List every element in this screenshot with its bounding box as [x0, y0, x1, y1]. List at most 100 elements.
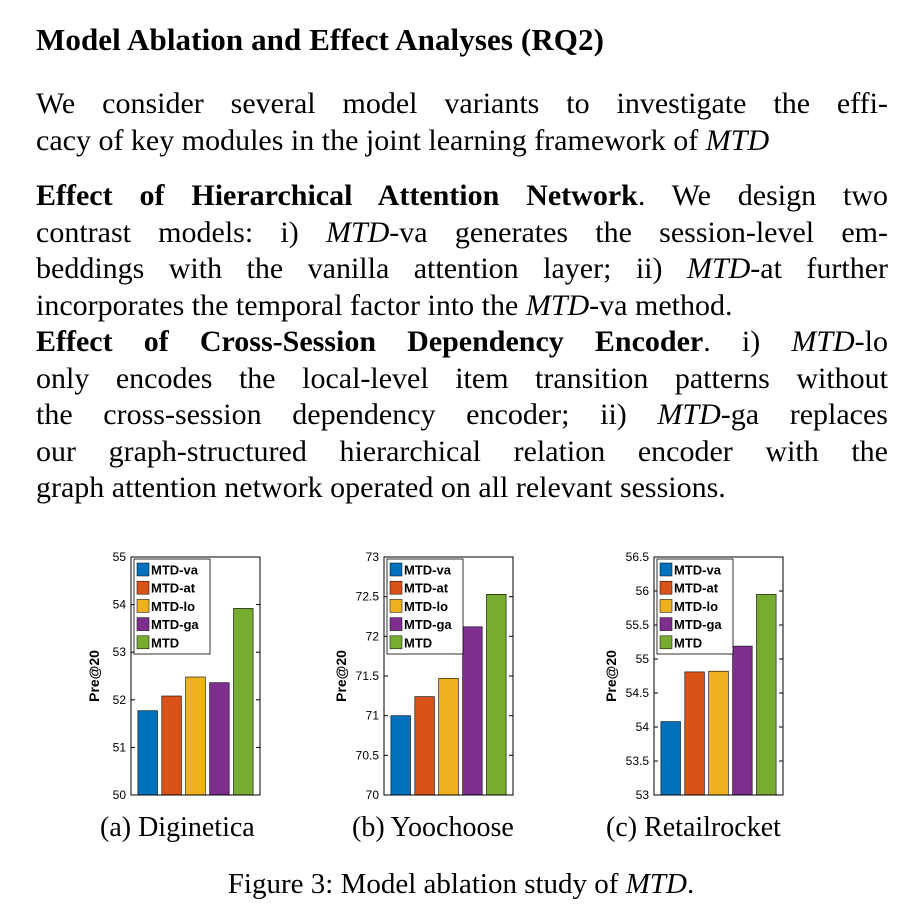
- y-tick-label: 56.5: [626, 550, 650, 564]
- han-text: contrast models: i): [36, 215, 326, 249]
- bar-MTD-ga: [462, 626, 483, 796]
- bar-MTD-va: [137, 710, 158, 796]
- y-tick-label: 50: [113, 788, 127, 802]
- y-tick-label: 51: [113, 740, 127, 754]
- y-tick-label: 55.5: [626, 618, 650, 632]
- bar-MTD-lo: [438, 678, 459, 796]
- y-tick-label: 53: [113, 645, 127, 659]
- csde-text: . i): [703, 325, 792, 358]
- legend-swatch: [136, 580, 150, 595]
- bar-chart-diginetica: 50 51 52 53 54 55 Pre@20 MTD-va MTD-at MTD-lo MTD-…: [86, 550, 261, 802]
- han-line-3: beddings with the vanilla attention laye…: [36, 251, 888, 288]
- csde-line-5: graph attention network operated on all …: [36, 471, 726, 504]
- legend-label: MTD-va: [404, 563, 452, 578]
- y-tick-label: 55: [113, 550, 127, 564]
- han-text: -at further: [750, 252, 888, 285]
- y-tick-label: 52: [113, 693, 127, 707]
- figure-caption-text: Figure 3: Model ablation study of: [227, 868, 626, 900]
- han-text: -va method.: [589, 288, 733, 322]
- han-text: incorporates the temporal factor into th…: [36, 288, 526, 322]
- legend-label: MTD-at: [151, 581, 196, 596]
- subcaption-c: (c) Retailrocket: [606, 812, 781, 843]
- legend-swatch: [389, 617, 403, 631]
- bar-chart-yoochoose: 70 70.5 71 71.5 72 72.5 73 Pre@20 MTD-va MTD-at MT…: [333, 550, 514, 802]
- y-tick-label: 70.5: [356, 748, 380, 762]
- y-tick-label: 53.5: [626, 754, 650, 768]
- legend-swatch: [659, 562, 673, 577]
- subcaption-b: (b) Yoochoose: [352, 812, 514, 843]
- figure-caption: Figure 3: Model ablation study of MTD.: [0, 868, 922, 901]
- bar-MTD-ga: [732, 645, 753, 796]
- legend-label: MTD-at: [674, 581, 719, 596]
- model-name: MTD: [325, 215, 390, 249]
- legend-swatch: [389, 599, 403, 613]
- bar-chart-retailrocket: 53 53.5 54 54.5 55 55.5 56 56.5 Pre@20 MTD-va MTD-…: [603, 550, 784, 802]
- legend-label: MTD-lo: [404, 599, 448, 614]
- legend-swatch: [136, 599, 150, 613]
- intro-line-2: cacy of key modules in the joint learnin…: [36, 123, 888, 160]
- legend-swatch: [659, 635, 673, 650]
- y-axis-label: Pre@20: [86, 650, 102, 702]
- han-text: . We design two: [637, 179, 889, 212]
- bar-MTD-at: [684, 671, 705, 796]
- y-axis-label: Pre@20: [333, 650, 349, 702]
- bar-MTD: [486, 593, 507, 796]
- bar-MTD-at: [414, 696, 435, 796]
- y-tick-label: 70: [366, 788, 380, 802]
- model-name: MTD: [686, 252, 751, 285]
- legend-label: MTD-va: [151, 563, 199, 578]
- legend-swatch: [389, 635, 403, 650]
- bar-MTD: [756, 594, 777, 796]
- bar-MTD-va: [390, 715, 411, 796]
- legend-swatch: [136, 562, 150, 577]
- legend-label: MTD-at: [404, 581, 449, 596]
- csde-line-3: the cross-session dependency encoder; ii…: [36, 397, 888, 434]
- legend-label: MTD-va: [674, 563, 722, 578]
- legend-label: MTD-ga: [404, 617, 452, 632]
- legend-swatch: [136, 617, 150, 631]
- y-tick-label: 71.5: [356, 669, 380, 683]
- y-tick-label: 54: [636, 720, 650, 734]
- y-tick-label: 53: [636, 788, 650, 802]
- bar-MTD-ga: [209, 682, 230, 796]
- intro-line-1: We consider several model variants to in…: [36, 87, 888, 120]
- legend-label: MTD-ga: [674, 617, 722, 632]
- axes-box: [130, 556, 261, 796]
- csde-text: -ga replaces: [720, 398, 888, 431]
- csde-heading: Effect of Cross-Session Dependency Encod…: [36, 325, 704, 358]
- y-tick-label: 72: [366, 629, 380, 643]
- han-heading: Effect of Hierarchical Attention Network: [36, 179, 638, 212]
- y-tick-label: 56: [636, 584, 650, 598]
- legend-label: MTD-lo: [151, 599, 195, 614]
- csde-text: the cross-session dependency encoder; ii…: [36, 398, 658, 431]
- han-paragraph: Effect of Hierarchical Attention Network…: [36, 178, 888, 324]
- legend-swatch: [389, 580, 403, 595]
- han-line-2: contrast models: i) MTD-va generates the…: [36, 215, 888, 252]
- model-name: MTD: [525, 288, 590, 322]
- y-tick-label: 54.5: [626, 686, 650, 700]
- csde-paragraph: Effect of Cross-Session Dependency Encod…: [36, 324, 888, 507]
- legend-label: MTD: [151, 635, 179, 650]
- legend-swatch: [659, 580, 673, 595]
- model-name: MTD: [625, 868, 687, 900]
- legend-swatch: [659, 617, 673, 631]
- han-line-1: Effect of Hierarchical Attention Network…: [36, 178, 888, 215]
- y-tick-label: 72.5: [356, 590, 380, 604]
- figure-caption-text: .: [686, 868, 695, 900]
- csde-line-1: Effect of Cross-Session Dependency Encod…: [36, 324, 888, 361]
- y-tick-label: 54: [113, 598, 127, 612]
- model-name: MTD: [705, 123, 770, 157]
- legend-swatch: [389, 562, 403, 577]
- csde-text: -lo: [854, 325, 888, 358]
- bar-MTD-va: [660, 721, 681, 796]
- axes-box: [653, 556, 784, 796]
- model-name: MTD: [791, 325, 855, 358]
- legend-label: MTD: [404, 635, 432, 650]
- y-tick-label: 71: [366, 709, 380, 723]
- bar-MTD-lo: [185, 676, 206, 796]
- legend-label: MTD: [674, 635, 702, 650]
- bar-MTD-at: [161, 695, 182, 796]
- bar-MTD: [233, 608, 254, 796]
- y-tick-label: 55: [636, 652, 650, 666]
